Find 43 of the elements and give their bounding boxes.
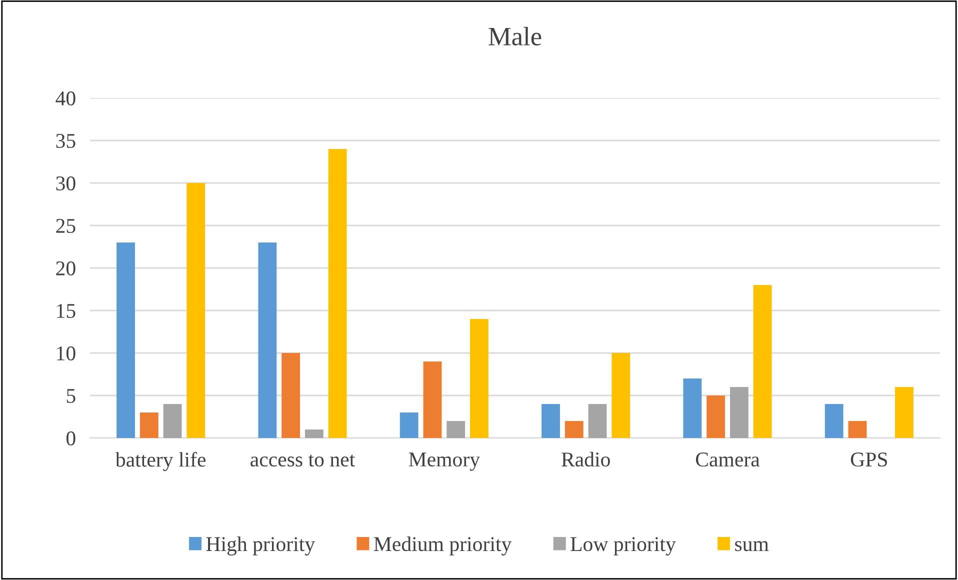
- bar: [588, 404, 607, 438]
- bar: [895, 387, 914, 438]
- bar: [612, 353, 630, 438]
- chart-title: Male: [488, 26, 542, 46]
- bar: [564, 421, 584, 438]
- x-tick-label: Radio: [562, 452, 610, 467]
- bar: [304, 430, 324, 438]
- y-tick-label: 30: [56, 176, 76, 190]
- y-tick-label: 25: [56, 218, 76, 233]
- bar: [848, 421, 867, 438]
- bar: [328, 149, 347, 438]
- x-tick-label: battery life: [115, 452, 206, 472]
- bar: [706, 396, 726, 438]
- bar: [730, 387, 748, 438]
- y-tick-label: 5: [66, 389, 76, 403]
- bar: [753, 285, 772, 438]
- legend-label: Low priority: [570, 537, 676, 556]
- bar: [446, 421, 466, 438]
- y-tick-label: 0: [66, 431, 76, 446]
- y-tick-label: 15: [57, 304, 76, 318]
- bar: [116, 242, 135, 438]
- bar: [186, 183, 206, 438]
- x-tick-label: Camera: [696, 452, 760, 467]
- y-tick-label: 10: [57, 346, 76, 360]
- x-tick-label: Memory: [408, 452, 480, 471]
- bar: [542, 404, 560, 438]
- bar: [163, 404, 182, 438]
- bar: [400, 412, 418, 438]
- bar: [683, 378, 702, 438]
- bar: [282, 353, 300, 438]
- y-tick-label: 40: [56, 91, 76, 106]
- legend-label: sum: [735, 541, 769, 552]
- bar: [824, 404, 844, 438]
- y-tick-label: 20: [56, 261, 76, 276]
- bar: [423, 362, 442, 438]
- bar: [470, 319, 488, 438]
- y-tick-label: 35: [56, 134, 76, 148]
- bar: [140, 412, 158, 438]
- x-tick-label: access to net: [250, 454, 356, 467]
- x-tick-label: GPS: [850, 452, 887, 467]
- legend-label: High priority: [206, 536, 315, 556]
- legend-label: Medium priority: [374, 536, 512, 556]
- bar: [258, 242, 277, 438]
